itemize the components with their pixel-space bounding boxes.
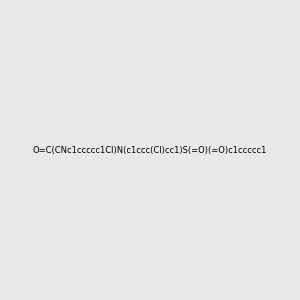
Text: O=C(CNc1ccccc1Cl)N(c1ccc(Cl)cc1)S(=O)(=O)c1ccccc1: O=C(CNc1ccccc1Cl)N(c1ccc(Cl)cc1)S(=O)(=O… [33,146,267,154]
